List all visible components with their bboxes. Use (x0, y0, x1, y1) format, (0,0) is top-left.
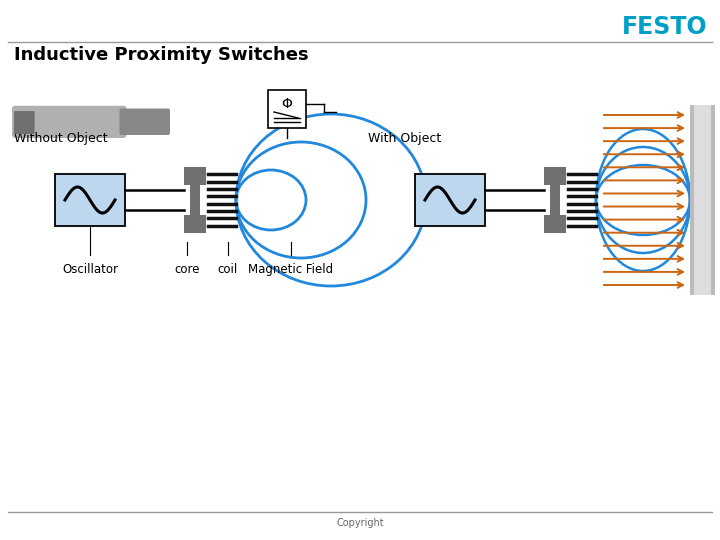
Text: core: core (174, 263, 199, 276)
Bar (55, 174, 125, 226)
Bar (544, 215, 566, 233)
Text: $\Phi$: $\Phi$ (281, 97, 293, 111)
Bar (415, 174, 485, 226)
Text: coil: coil (218, 263, 238, 276)
Bar (184, 215, 206, 233)
Bar (190, 167, 200, 233)
Bar (544, 167, 566, 185)
Text: Inductive Proximity Switches: Inductive Proximity Switches (14, 46, 309, 64)
Text: Oscillator: Oscillator (62, 263, 118, 276)
FancyBboxPatch shape (120, 109, 170, 135)
FancyBboxPatch shape (12, 106, 127, 138)
Bar (184, 167, 206, 185)
Text: FESTO: FESTO (622, 15, 708, 39)
Text: With Object: With Object (368, 132, 441, 145)
Bar (550, 167, 560, 233)
Bar (268, 90, 306, 128)
Text: Copyright: Copyright (336, 518, 384, 528)
FancyBboxPatch shape (14, 111, 35, 134)
Bar (690, 105, 715, 295)
Text: Magnetic Field: Magnetic Field (248, 263, 333, 276)
Text: Without Object: Without Object (14, 132, 107, 145)
Bar (694, 105, 711, 295)
